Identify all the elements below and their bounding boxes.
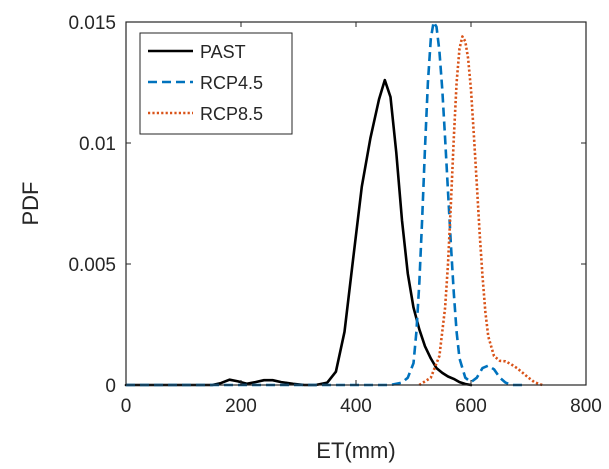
y-tick-label: 0.015 — [68, 13, 116, 34]
x-axis-label: ET(mm) — [316, 438, 395, 463]
x-tick-label: 200 — [225, 396, 257, 417]
series-layer — [124, 20, 544, 387]
x-tick-label: 600 — [455, 396, 487, 417]
legend: PAST RCP4.5 RCP8.5 — [139, 32, 293, 135]
x-tick-label: 800 — [570, 396, 602, 417]
x-tick-label: 400 — [340, 396, 372, 417]
legend-label: PAST — [200, 42, 246, 62]
series-line-rcp4-5 — [126, 20, 523, 387]
y-tick-label: 0 — [105, 376, 116, 397]
y-axis-label: PDF — [18, 182, 43, 226]
tick-layer: 0 200 400 600 800 0 0.005 0.01 0.015 — [68, 13, 601, 417]
y-tick-label: 0.01 — [79, 134, 116, 155]
legend-label: RCP4.5 — [200, 73, 263, 93]
series-line-rcp8-5 — [418, 35, 544, 387]
y-tick-label: 0.005 — [68, 255, 116, 276]
legend-label: RCP8.5 — [200, 104, 263, 124]
x-tick-label: 0 — [121, 396, 132, 417]
